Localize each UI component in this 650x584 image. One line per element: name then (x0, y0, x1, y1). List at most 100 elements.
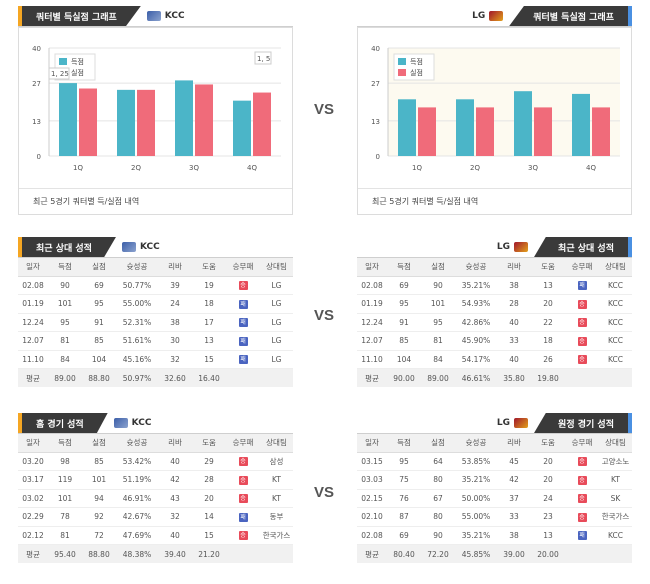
quarter-header-left: 쿼터별 득실점 그래프 KCC (18, 5, 191, 27)
table-cell: 19 (192, 276, 226, 295)
table-cell: 39 (158, 276, 192, 295)
score-bar (572, 93, 590, 156)
table-cell: 51.61% (116, 331, 158, 351)
loss-badge: 패 (238, 299, 248, 309)
table-cell: 40 (158, 526, 192, 545)
table-cell: 30 (158, 331, 192, 351)
lg-logo-icon (489, 11, 504, 21)
table-header-row: 일자 득점 실점 슛성공 리바 도움 승무패 상대팀 (357, 258, 632, 277)
table-cell: 14 (192, 507, 226, 527)
average-cell: 90.00 (387, 368, 421, 387)
loss-badge: 패 (238, 318, 248, 328)
average-cell: 32.60 (158, 368, 192, 387)
column-header: 도움 (192, 258, 226, 277)
column-header: 일자 (18, 434, 48, 453)
column-header: 실점 (421, 434, 455, 453)
legend-conceded-swatch (398, 69, 406, 76)
recent-header-right: LG 최근 상대 성적 (491, 236, 632, 258)
column-header: 슛성공 (455, 258, 497, 277)
quarter-chart-right: 0 13 27 40 1Q 2Q 3Q 4Q 득점 실점 최근 5경기 쿼터별 득/실점 내역 (357, 27, 632, 215)
table-cell: 98 (48, 452, 82, 471)
table-cell: 35.21% (455, 526, 497, 545)
y-tick-label: 40 (32, 45, 41, 53)
average-label: 평균 (357, 544, 387, 563)
y-tick-label: 0 (37, 153, 41, 161)
result-cell: 승 (565, 350, 599, 369)
x-tick-label: 2Q (131, 164, 141, 172)
result-cell: 패 (226, 294, 260, 314)
legend-score-label: 득점 (410, 58, 423, 66)
table-cell: 35.21% (455, 276, 497, 295)
recent-table-left: 일자 득점 실점 슛성공 리바 도움 승무패 상대팀 02.08 90 69 50.77% 39 19 승 L… (18, 258, 293, 387)
average-cell: 72.20 (421, 544, 455, 563)
column-header: 슛성공 (116, 258, 158, 277)
table-cell: 75 (387, 470, 421, 490)
x-tick-label: 2Q (470, 164, 480, 172)
table-cell: 95 (82, 294, 116, 314)
table-cell: 37 (497, 489, 531, 508)
lg-logo-icon (514, 418, 529, 428)
y-tick-label: 40 (371, 45, 380, 53)
table-cell: 28 (192, 470, 226, 490)
column-header: 도움 (531, 258, 565, 277)
table-cell: 12.24 (357, 313, 387, 332)
table-cell: 03.17 (18, 470, 48, 490)
table-cell: 53.42% (116, 452, 158, 471)
average-cell (226, 368, 260, 387)
table-cell: 81 (421, 331, 455, 351)
column-header: 슛성공 (116, 434, 158, 453)
conceded-bar (418, 107, 436, 156)
quarter-title-left: 쿼터별 득실점 그래프 (18, 6, 141, 26)
table-cell: 42 (497, 470, 531, 490)
column-header: 상대팀 (260, 258, 293, 277)
result-cell: 승 (565, 331, 599, 351)
result-cell: 승 (565, 507, 599, 527)
table-cell: 40 (497, 313, 531, 332)
column-header: 도움 (531, 434, 565, 453)
average-cell (599, 368, 632, 387)
average-cell: 48.38% (116, 544, 158, 563)
recent-title-right: 최근 상대 성적 (534, 237, 632, 257)
home-header-left: 홈 경기 성적 KCC (18, 412, 157, 434)
win-badge: 승 (238, 457, 248, 467)
vs-label: VS (314, 484, 335, 501)
table-cell: 28 (497, 294, 531, 314)
table-cell: 38 (497, 276, 531, 295)
column-header: 승무패 (565, 434, 599, 453)
win-badge: 승 (577, 512, 587, 522)
result-cell: 승 (226, 489, 260, 508)
table-cell: 52.31% (116, 313, 158, 332)
result-cell: 승 (565, 294, 599, 314)
divider (18, 433, 293, 434)
table-cell: 45 (497, 452, 531, 471)
x-tick-label: 1Q (412, 164, 422, 172)
column-header: 승무패 (226, 258, 260, 277)
quarter-header-right: LG 쿼터별 득실점 그래프 (466, 5, 632, 27)
column-header: 실점 (421, 258, 455, 277)
divider (18, 26, 293, 27)
win-badge: 승 (577, 457, 587, 467)
table-cell: 95 (421, 313, 455, 332)
table-row: 12.24 95 91 52.31% 38 17 패 LG (18, 313, 293, 332)
table-cell: 32 (158, 350, 192, 369)
table-cell: 02.08 (357, 526, 387, 545)
table-cell: LG (260, 331, 293, 351)
average-cell (260, 368, 293, 387)
win-badge: 승 (577, 494, 587, 504)
result-cell: 패 (565, 276, 599, 295)
average-label: 평균 (18, 544, 48, 563)
table-cell: 01.19 (18, 294, 48, 314)
table-cell: 90 (421, 276, 455, 295)
recent-title-left: 최근 상대 성적 (18, 237, 116, 257)
divider (357, 257, 632, 258)
table-cell: 40 (158, 452, 192, 471)
result-cell: 승 (565, 489, 599, 508)
table-row: 03.20 98 85 53.42% 40 29 승 삼성 (18, 452, 293, 471)
average-cell: 19.80 (531, 368, 565, 387)
table-cell: 02.10 (357, 507, 387, 527)
average-label: 평균 (18, 368, 48, 387)
average-cell: 45.85% (455, 544, 497, 563)
table-row: 03.03 75 80 35.21% 42 20 승 KT (357, 470, 632, 490)
win-badge: 승 (238, 494, 248, 504)
table-row: 01.19 95 101 54.93% 28 20 승 KCC (357, 294, 632, 314)
